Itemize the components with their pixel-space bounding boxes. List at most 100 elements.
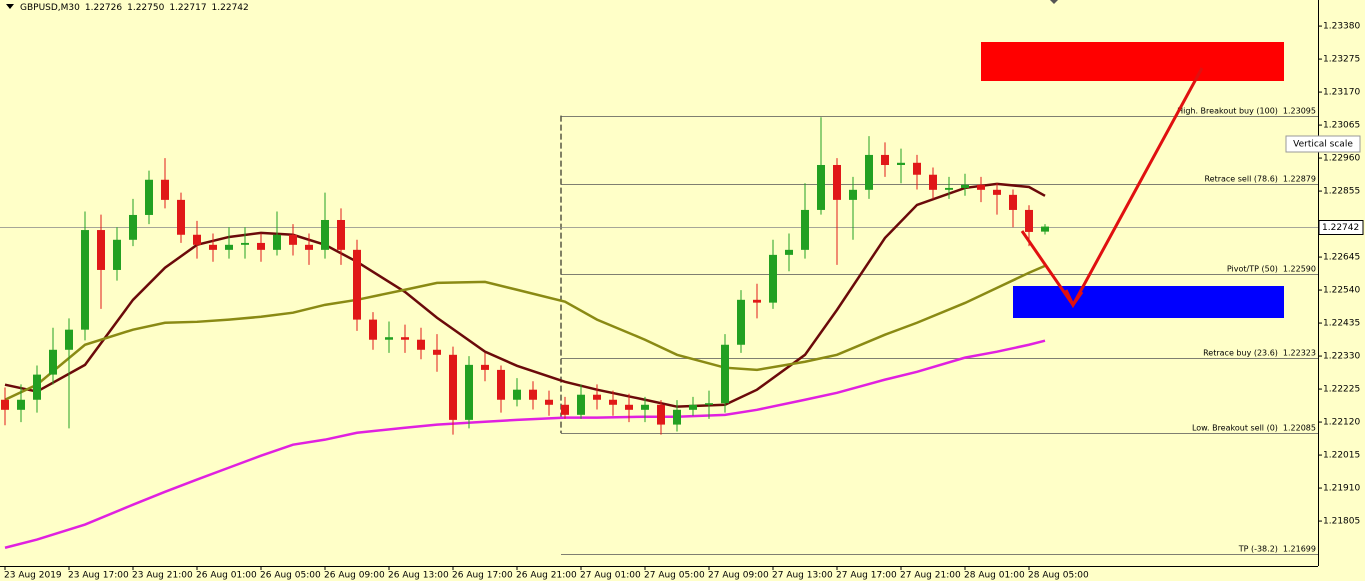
y-tick-label: 1.22855 — [1323, 187, 1360, 197]
plot-area: High. Breakout buy (100) 1.23095 Retrace s… — [0, 106, 1318, 555]
candle-body — [385, 337, 393, 340]
x-tick-label: 26 Aug 05:00 — [260, 571, 321, 581]
x-tick-label: 27 Aug 21:00 — [900, 571, 961, 581]
candle-body — [961, 184, 969, 188]
x-tick-label: 27 Aug 01:00 — [580, 571, 641, 581]
candle-body — [177, 199, 185, 235]
candle-body — [801, 209, 809, 250]
candle-body — [257, 242, 265, 250]
x-tick-label: 26 Aug 09:00 — [324, 571, 385, 581]
candle-body — [369, 319, 377, 340]
level-name: TP (-38.2) — [1238, 544, 1278, 553]
level-label: Pivot/TP (50) 1.22590 — [1227, 264, 1316, 273]
ohlc-value: 1.22742 — [212, 3, 249, 13]
y-tick-label: 1.23380 — [1323, 22, 1360, 32]
candle-body — [273, 234, 281, 250]
candle-body — [417, 339, 425, 350]
candle-body — [113, 239, 121, 270]
y-tick-label: 1.22645 — [1323, 253, 1360, 263]
candle-body — [993, 189, 1001, 195]
candle-body — [577, 394, 585, 415]
level-label: TP (-38.2) 1.21699 — [1238, 544, 1316, 553]
x-tick-label: 26 Aug 13:00 — [388, 571, 449, 581]
candle-body — [449, 354, 457, 420]
moving-average — [4, 264, 1046, 401]
moving-average — [4, 339, 1046, 549]
candle-body — [865, 154, 873, 190]
candle-body — [625, 404, 633, 410]
candle-body — [785, 249, 793, 255]
level-name: Pivot/TP (50) — [1227, 264, 1278, 273]
y-tick-label: 1.23275 — [1323, 55, 1360, 65]
y-tick-label: 1.21805 — [1323, 517, 1360, 527]
current-price-label: 1.22742 — [1322, 223, 1359, 233]
symbol: GBPUSD,M30 — [20, 3, 80, 13]
shift-marker — [1050, 0, 1058, 4]
y-tick-label: 1.22120 — [1323, 418, 1360, 428]
candle-body — [849, 189, 857, 200]
candle-body — [321, 219, 329, 250]
candle-body — [337, 219, 345, 250]
menu-triangle[interactable] — [6, 4, 14, 9]
x-tick-label: 26 Aug 01:00 — [196, 571, 257, 581]
candle-body — [673, 409, 681, 425]
y-tick-label: 1.22435 — [1323, 319, 1360, 329]
candle-body — [161, 179, 169, 200]
candle-body — [49, 349, 57, 375]
level-label: High. Breakout buy (100) 1.23095 — [1177, 106, 1316, 115]
candle-body — [833, 164, 841, 200]
candle-body — [481, 364, 489, 370]
level-name: Low. Breakout sell (0) — [1192, 423, 1278, 432]
candle-body — [945, 187, 953, 190]
candle-body — [705, 403, 713, 405]
candle-body — [289, 234, 297, 245]
candle-body — [465, 364, 473, 420]
ohlc-value: 1.22717 — [169, 3, 206, 13]
candle-body — [1, 399, 9, 410]
current-price-box — [1318, 220, 1364, 235]
level-label: Retrace sell (78.6) 1.22879 — [1204, 174, 1316, 183]
level-value: 1.22879 — [1283, 174, 1316, 183]
ohlc-value: 1.22750 — [127, 3, 164, 13]
x-tick-label: 27 Aug 05:00 — [644, 571, 705, 581]
buy-zone — [1013, 286, 1284, 318]
candle-body — [129, 214, 137, 240]
y-tick-label: 1.22540 — [1323, 286, 1360, 296]
candle-body — [769, 254, 777, 303]
candle-body — [593, 394, 601, 400]
candle-body — [689, 404, 697, 410]
y-tick-label: 1.22330 — [1323, 352, 1360, 362]
candle-body — [225, 244, 233, 250]
level-value: 1.22323 — [1283, 348, 1316, 357]
x-tick-label: 28 Aug 01:00 — [964, 571, 1025, 581]
level-label: Low. Breakout sell (0) 1.22085 — [1192, 423, 1316, 432]
candle-body — [641, 404, 649, 410]
y-tick-label: 1.21910 — [1323, 484, 1360, 494]
x-tick-label: 23 Aug 17:00 — [68, 571, 129, 581]
candle-body — [817, 164, 825, 210]
level-value: 1.22590 — [1283, 264, 1316, 273]
candle-body — [305, 244, 313, 250]
y-tick-label: 1.22960 — [1323, 154, 1360, 164]
candle-body — [497, 369, 505, 400]
y-tick-label: 1.23065 — [1323, 121, 1360, 131]
candle-body — [897, 162, 905, 165]
level-value: 1.21699 — [1283, 544, 1316, 553]
x-tick-label: 28 Aug 05:00 — [1028, 571, 1089, 581]
tooltip: Vertical scale — [1293, 140, 1353, 150]
candle-body — [609, 399, 617, 405]
candle-body — [545, 399, 553, 405]
candle-body — [1025, 209, 1033, 232]
candle-body — [209, 244, 217, 250]
candle-body — [513, 389, 521, 400]
candle-body — [97, 230, 105, 270]
candle-body — [353, 249, 361, 320]
x-tick-label: 27 Aug 09:00 — [708, 571, 769, 581]
x-tick-label: 23 Aug 21:00 — [132, 571, 193, 581]
candle-body — [881, 154, 889, 165]
moving-average — [4, 182, 1046, 408]
candle-body — [1009, 194, 1017, 210]
level-name: High. Breakout buy (100) — [1177, 106, 1278, 115]
candle-body — [401, 337, 409, 340]
candle-body — [1041, 226, 1049, 232]
